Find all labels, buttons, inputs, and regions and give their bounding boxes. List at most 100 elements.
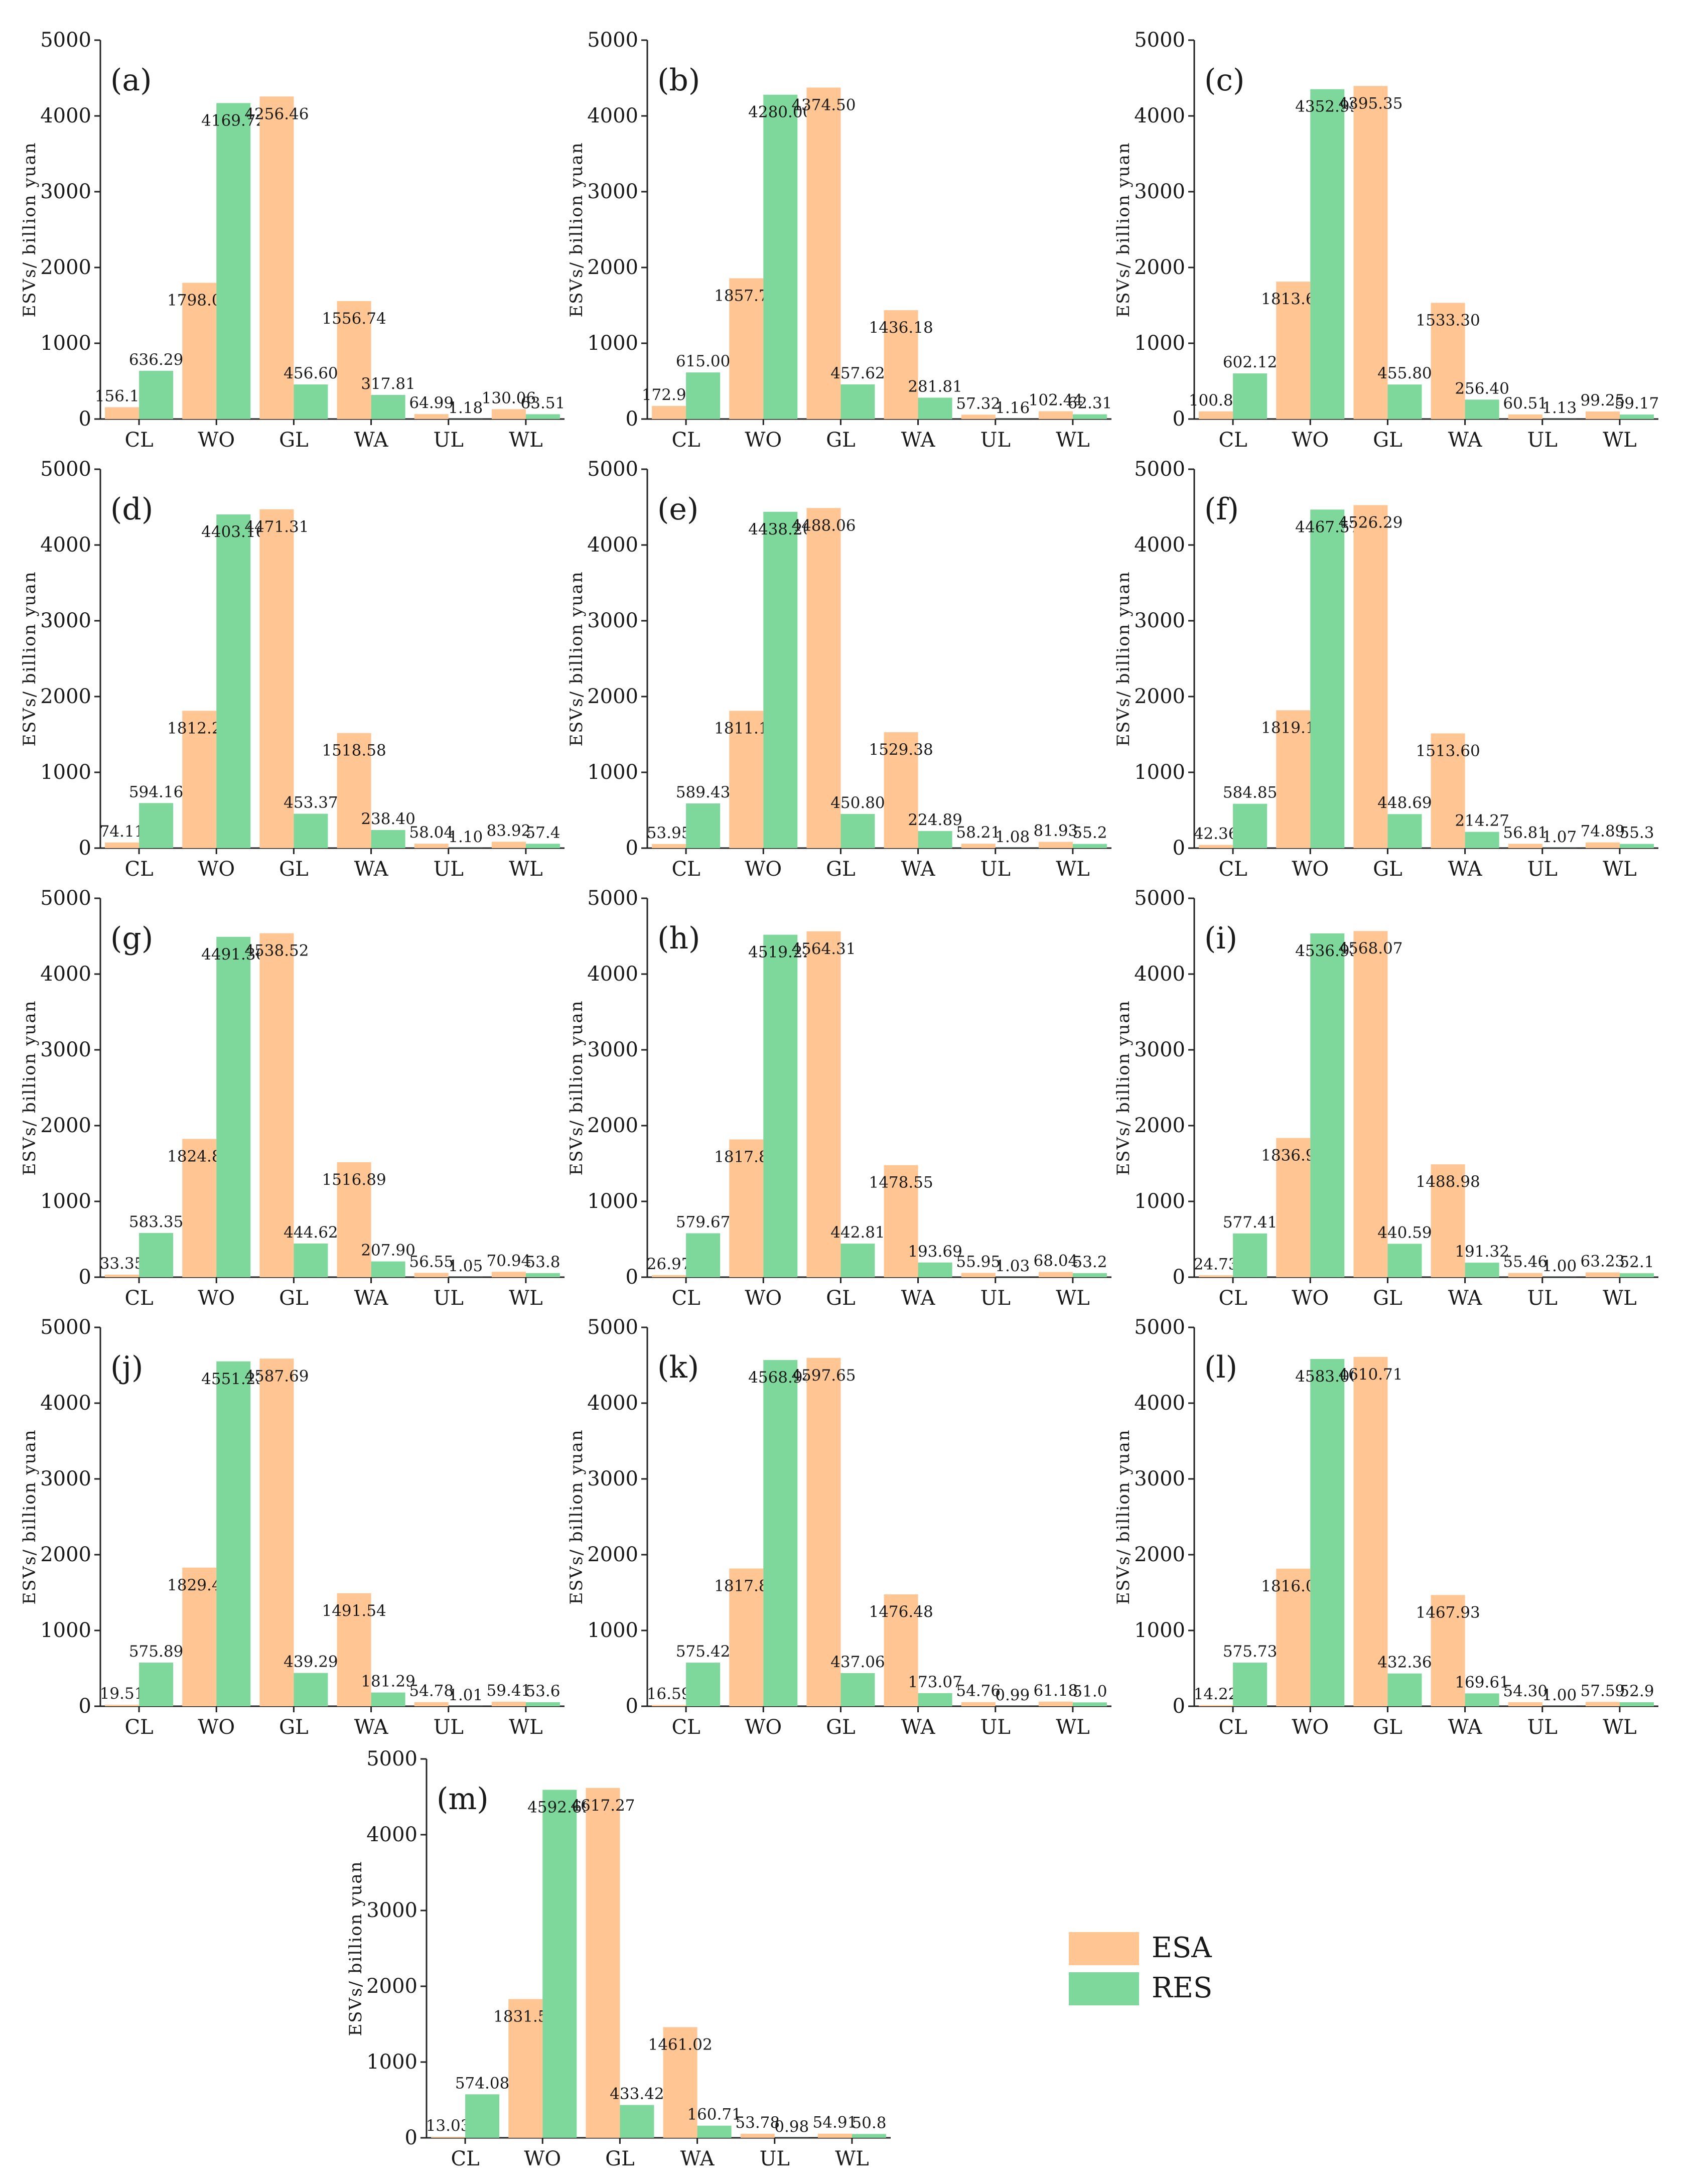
bar-esa-wl [1038, 842, 1073, 848]
data-label: 207.90 [361, 1242, 415, 1260]
data-label: 1.01 [448, 1686, 483, 1704]
y-tick-label: 0 [1173, 407, 1185, 431]
bar-res-wl [1619, 1273, 1654, 1277]
bar-esa-gl [806, 87, 841, 419]
panel-label: (h) [657, 921, 700, 956]
data-label: 33.35 [100, 1255, 145, 1273]
bar-res-wl [1072, 844, 1107, 848]
x-tick-label: WO [745, 858, 782, 881]
panel-a: 0 1000 2000 3000 4000 5000 ESVs/ billion yuan (… [20, 29, 565, 452]
bar-esa-ul [961, 1702, 996, 1706]
panel-c: 0 1000 2000 3000 4000 5000 ESVs/ billion yuan (… [1113, 29, 1659, 452]
bar-res-gl [1387, 1673, 1422, 1706]
bar-res-wl [525, 414, 560, 419]
panel-b: 0 1000 2000 3000 4000 5000 ESVs/ billion yuan (… [567, 29, 1112, 452]
bar-esa-wl [1585, 412, 1620, 419]
y-axis-label: ESVs/ billion yuan [567, 1429, 587, 1604]
x-tick-label: WO [198, 1287, 235, 1310]
bar-res-cl [139, 1663, 174, 1706]
y-tick-label: 0 [405, 2126, 417, 2149]
bar-esa-wl [1585, 1702, 1620, 1706]
panel-j: 0 1000 2000 3000 4000 5000 ESVs/ billion yuan (… [20, 1316, 565, 1739]
bar-res-wa [918, 1262, 952, 1277]
bar-esa-wo [182, 711, 217, 848]
y-tick-label: 1000 [40, 761, 91, 784]
bar-res-wl [1619, 1702, 1654, 1706]
data-label: 83.92 [487, 822, 531, 840]
data-label: 455.80 [1377, 364, 1432, 382]
data-label: 52.9 [1619, 1682, 1654, 1700]
y-tick-label: 4000 [1134, 533, 1185, 557]
bar-esa-ul [414, 1702, 449, 1706]
data-label: 0.99 [995, 1686, 1030, 1704]
bar-res-wl [525, 1702, 560, 1706]
y-tick-label: 5000 [587, 1316, 638, 1339]
x-tick-label: GL [826, 1716, 856, 1739]
y-tick-label: 2000 [587, 1114, 638, 1137]
data-label: 54.76 [956, 1682, 1001, 1700]
x-tick-label: WL [1056, 858, 1090, 881]
bar-res-wo [763, 94, 798, 420]
data-label: 55.95 [956, 1253, 1001, 1271]
x-tick-label: WA [901, 1287, 936, 1310]
bar-esa-wo [729, 278, 764, 419]
y-tick-label: 0 [626, 837, 638, 860]
y-tick-label: 3000 [1134, 1467, 1185, 1490]
data-label: 1.05 [448, 1257, 483, 1275]
data-label: 54.30 [1503, 1682, 1548, 1700]
y-tick-label: 1000 [1134, 1619, 1185, 1642]
x-tick-label: GL [279, 1716, 309, 1739]
x-tick-label: WL [1603, 858, 1637, 881]
x-tick-label: CL [1218, 1287, 1247, 1310]
x-tick-label: UL [760, 2147, 790, 2170]
data-label: 4617.27 [571, 1797, 635, 1815]
bar-esa-gl [586, 1788, 620, 2138]
y-tick-label: 3000 [40, 180, 91, 203]
data-label: 53.6 [525, 1682, 560, 1700]
bar-res-wl [525, 1273, 560, 1277]
x-tick-label: WA [354, 858, 389, 881]
data-label: 61.18 [1034, 1682, 1078, 1700]
data-label: 55.46 [1503, 1253, 1548, 1271]
y-tick-label: 0 [79, 407, 91, 431]
x-tick-label: GL [605, 2147, 635, 2170]
x-tick-label: WL [1056, 1287, 1090, 1310]
y-axis-label: ESVs/ billion yuan [1113, 1000, 1134, 1175]
y-tick-label: 0 [1173, 837, 1185, 860]
data-label: 579.67 [676, 1213, 730, 1231]
data-label: 173.07 [908, 1673, 962, 1691]
data-label: 53.95 [647, 824, 691, 842]
data-label: 4568.94 [748, 1369, 812, 1387]
bar-esa-wo [182, 283, 217, 419]
x-tick-label: WA [354, 1287, 389, 1310]
data-label: 13.03 [426, 2117, 471, 2135]
y-tick-label: 0 [626, 1266, 638, 1289]
data-label: 256.40 [1455, 379, 1509, 397]
data-label: 56.55 [409, 1253, 454, 1271]
bar-esa-ul [961, 844, 996, 848]
data-label: 589.43 [676, 783, 730, 801]
bar-esa-gl [1353, 505, 1388, 848]
data-label: 1467.93 [1416, 1603, 1480, 1621]
x-tick-label: WL [1056, 429, 1090, 452]
bar-esa-wa [1431, 303, 1465, 419]
data-label: 1513.60 [1416, 742, 1480, 760]
data-label: 1.00 [1542, 1686, 1577, 1704]
bar-esa-wo [1276, 710, 1311, 848]
x-tick-label: GL [1373, 858, 1402, 881]
y-tick-label: 5000 [587, 29, 638, 52]
y-tick-label: 2000 [1134, 1543, 1185, 1566]
y-tick-label: 5000 [40, 458, 91, 481]
data-label: 68.04 [1034, 1252, 1078, 1270]
bar-res-cl [465, 2094, 500, 2138]
data-label: 74.89 [1581, 823, 1625, 841]
y-tick-label: 0 [1173, 1695, 1185, 1718]
data-label: 1556.74 [322, 310, 386, 328]
bar-esa-wo [182, 1139, 217, 1277]
data-label: 52.1 [1619, 1253, 1654, 1271]
data-label: 55.3 [1619, 824, 1654, 842]
y-tick-label: 3000 [1134, 609, 1185, 632]
bar-esa-cl [1199, 845, 1233, 848]
x-tick-label: WA [680, 2147, 715, 2170]
y-tick-label: 4000 [587, 963, 638, 986]
